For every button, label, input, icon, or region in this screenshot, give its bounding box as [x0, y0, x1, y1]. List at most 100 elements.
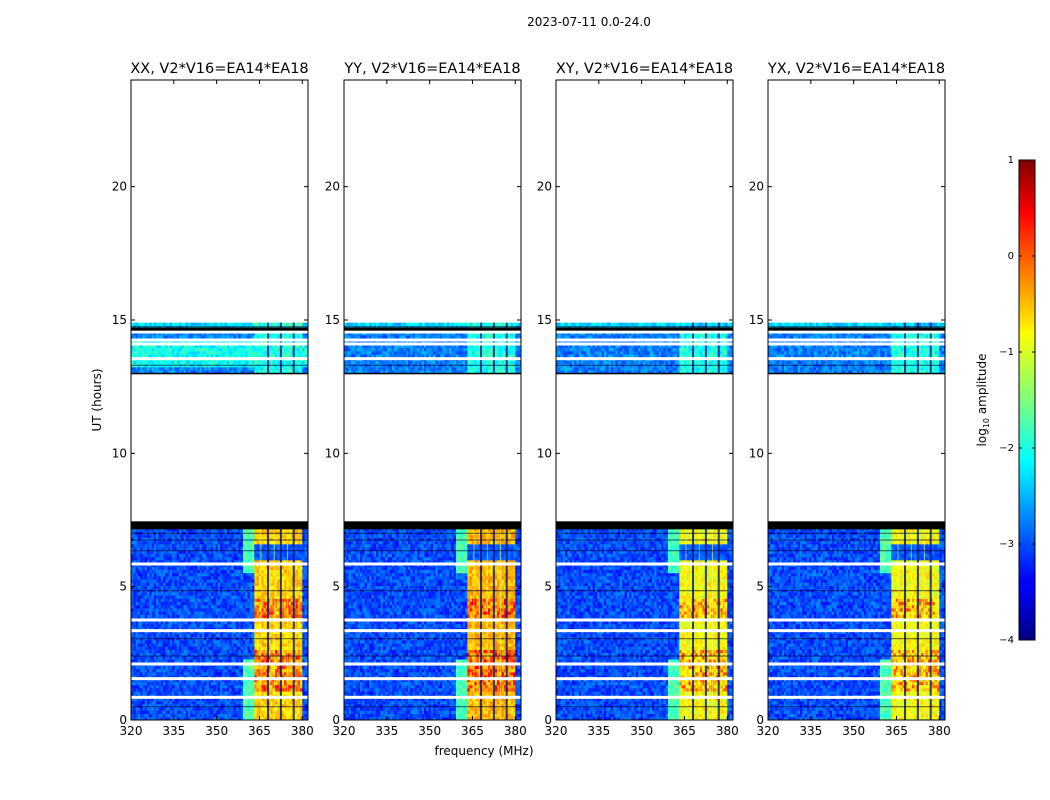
- heatmap-cell: [306, 608, 308, 612]
- heatmap-cell: [131, 697, 134, 702]
- heatmap-cell: [165, 716, 168, 720]
- heatmap-cell: [295, 604, 299, 609]
- heatmap-cell: [208, 592, 212, 596]
- heatmap-cell: [135, 627, 139, 631]
- heatmap-cell: [258, 652, 262, 657]
- heatmap-cell: [146, 534, 150, 538]
- heatmap-cell: [137, 710, 141, 714]
- heatmap-cell: [194, 370, 198, 374]
- heatmap-cell: [213, 624, 216, 628]
- heatmap-cell: [194, 550, 198, 554]
- heatmap-cell: [297, 659, 301, 663]
- heatmap-cell: [140, 707, 143, 711]
- heatmap-cell: [240, 672, 244, 676]
- heatmap-cell: [226, 579, 230, 583]
- heatmap-cell: [254, 566, 257, 570]
- heatmap-cell: [206, 716, 209, 720]
- heatmap-cell: [242, 614, 246, 618]
- heatmap-cell: [224, 540, 228, 545]
- heatmap-cell: [261, 640, 264, 644]
- heatmap-cell: [302, 620, 305, 625]
- heatmap-cell: [199, 544, 203, 548]
- heatmap-cell: [199, 566, 203, 570]
- heatmap-cell: [142, 704, 146, 708]
- heatmap-cell: [174, 624, 178, 628]
- heatmap-cell: [162, 572, 166, 577]
- heatmap-cell: [233, 656, 237, 660]
- heatmap-cell: [160, 540, 164, 545]
- heatmap-cell: [242, 688, 246, 692]
- heatmap-cell: [167, 691, 171, 695]
- heatmap-cell: [174, 595, 178, 599]
- heatmap-cell: [172, 684, 175, 689]
- heatmap-cell: [226, 675, 230, 679]
- heatmap-cell: [217, 601, 221, 606]
- heatmap-cell: [306, 716, 308, 720]
- heatmap-cell: [149, 627, 152, 631]
- heatmap-cell: [165, 643, 168, 647]
- heatmap-cell: [190, 601, 194, 606]
- heatmap-cell: [256, 675, 260, 679]
- heatmap-cell: [169, 598, 173, 602]
- heatmap-cell: [236, 576, 239, 580]
- heatmap-cell: [158, 592, 162, 596]
- heatmap-cell: [140, 608, 143, 612]
- heatmap-cell: [247, 681, 251, 686]
- heatmap-cell: [233, 678, 237, 682]
- heatmap-cell: [238, 633, 241, 638]
- heatmap-cell: [133, 716, 136, 720]
- heatmap-cell: [162, 537, 166, 542]
- heatmap-cell: [188, 640, 191, 644]
- heatmap-cell: [252, 640, 255, 644]
- heatmap-cell: [135, 713, 139, 718]
- heatmap-cell: [268, 582, 271, 586]
- heatmap-cell: [288, 630, 292, 634]
- heatmap-cell: [162, 611, 166, 615]
- heatmap-cell: [302, 528, 305, 532]
- heatmap-cell: [256, 614, 260, 618]
- heatmap-cell: [256, 572, 260, 577]
- heatmap-cell: [254, 681, 257, 686]
- heatmap-cell: [137, 537, 141, 542]
- heatmap-cell: [297, 547, 301, 551]
- heatmap-cell: [231, 665, 235, 670]
- heatmap-cell: [249, 553, 253, 558]
- heatmap-cell: [220, 672, 223, 676]
- heatmap-cell: [274, 604, 278, 609]
- heatmap-cell: [156, 707, 159, 711]
- heatmap-cell: [183, 646, 187, 650]
- heatmap-cell: [288, 716, 292, 720]
- heatmap-cell: [137, 678, 141, 682]
- heatmap-cell: [142, 643, 146, 647]
- heatmap-cell: [156, 713, 159, 718]
- heatmap-cell: [233, 537, 237, 542]
- heatmap-cell: [242, 713, 246, 718]
- heatmap-cell: [247, 611, 251, 615]
- heatmap-cell: [158, 716, 162, 720]
- heatmap-cell: [183, 370, 187, 374]
- heatmap-cell: [240, 582, 244, 586]
- heatmap-cell: [181, 665, 184, 670]
- heatmap-cell: [181, 608, 184, 612]
- heatmap-cell: [149, 560, 152, 564]
- heatmap-cell: [295, 716, 299, 720]
- heatmap-cell: [137, 550, 141, 554]
- heatmap-cell: [206, 624, 209, 628]
- heatmap-cell: [158, 659, 162, 663]
- heatmap-cell: [158, 608, 162, 612]
- heatmap-cell: [263, 681, 267, 686]
- heatmap-cell: [140, 668, 143, 673]
- heatmap-cell: [277, 688, 280, 692]
- heatmap-cell: [181, 675, 184, 679]
- heatmap-cell: [131, 700, 134, 705]
- heatmap-cell: [247, 544, 251, 548]
- heatmap-cell: [192, 601, 196, 606]
- heatmap-cell: [222, 537, 225, 542]
- heatmap-cell: [181, 604, 184, 609]
- heatmap-cell: [199, 697, 203, 702]
- heatmap-cell: [169, 604, 173, 609]
- heatmap-cell: [204, 643, 207, 647]
- heatmap-cell: [190, 640, 194, 644]
- heatmap-cell: [226, 633, 230, 638]
- heatmap-cell: [302, 688, 305, 692]
